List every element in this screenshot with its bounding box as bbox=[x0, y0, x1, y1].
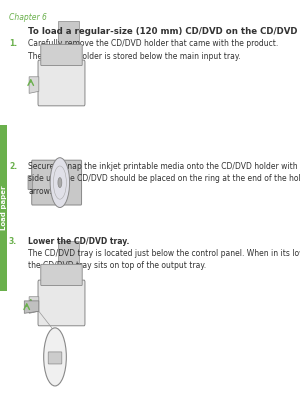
Circle shape bbox=[58, 178, 62, 188]
Polygon shape bbox=[24, 301, 39, 313]
FancyBboxPatch shape bbox=[41, 44, 82, 66]
FancyBboxPatch shape bbox=[41, 264, 82, 286]
Text: Load paper: Load paper bbox=[1, 185, 7, 230]
FancyBboxPatch shape bbox=[28, 176, 33, 190]
FancyBboxPatch shape bbox=[32, 160, 82, 205]
Text: Securely snap the inkjet printable media onto the CD/DVD holder with the printab: Securely snap the inkjet printable media… bbox=[28, 162, 300, 196]
FancyBboxPatch shape bbox=[38, 60, 85, 106]
Circle shape bbox=[44, 328, 66, 386]
FancyBboxPatch shape bbox=[48, 352, 62, 364]
Text: Chapter 6: Chapter 6 bbox=[9, 13, 47, 22]
Polygon shape bbox=[58, 21, 79, 46]
Text: Lower the CD/DVD tray.: Lower the CD/DVD tray. bbox=[28, 237, 130, 246]
Text: 1.: 1. bbox=[9, 39, 17, 49]
Text: 2.: 2. bbox=[9, 162, 17, 171]
Text: The CD/DVD tray is located just below the control panel. When in its lowered pos: The CD/DVD tray is located just below th… bbox=[28, 249, 300, 271]
Polygon shape bbox=[29, 297, 39, 313]
FancyBboxPatch shape bbox=[38, 280, 85, 326]
Polygon shape bbox=[58, 241, 79, 266]
Text: To load a regular-size (120 mm) CD/DVD on the CD/DVD tray: To load a regular-size (120 mm) CD/DVD o… bbox=[28, 27, 300, 36]
Text: 3.: 3. bbox=[9, 237, 17, 246]
FancyBboxPatch shape bbox=[0, 124, 7, 290]
Polygon shape bbox=[29, 77, 39, 93]
Circle shape bbox=[50, 158, 70, 208]
Text: Carefully remove the CD/DVD holder that came with the product.
The CD/DVD holder: Carefully remove the CD/DVD holder that … bbox=[28, 39, 279, 61]
